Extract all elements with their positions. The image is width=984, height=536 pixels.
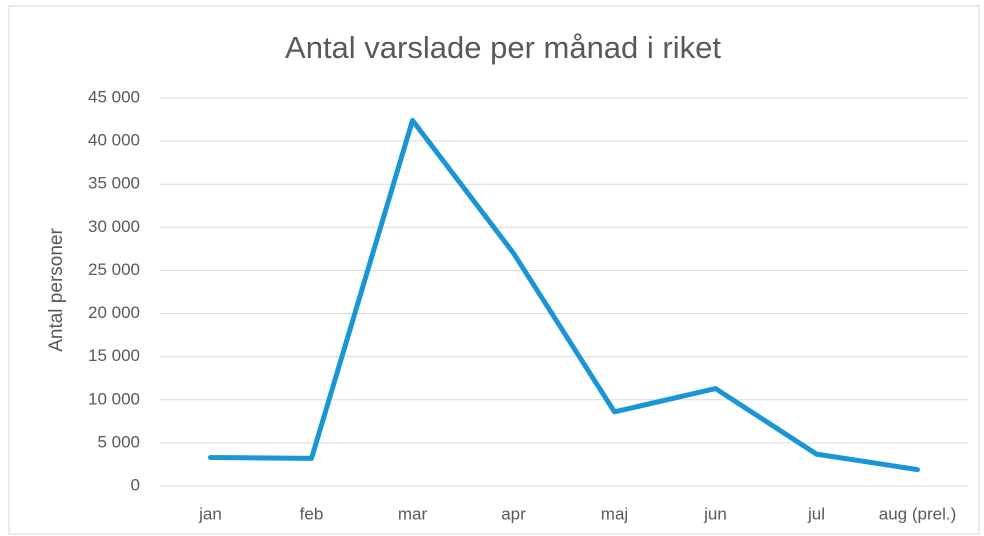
y-tick-label: 5 000 <box>97 432 140 451</box>
x-tick-label: maj <box>601 504 628 523</box>
x-tick-label: mar <box>398 504 428 523</box>
x-tick-label: apr <box>501 504 526 523</box>
y-tick-label: 30 000 <box>88 217 140 236</box>
x-tick-label: jul <box>807 504 825 523</box>
line-series <box>208 117 920 473</box>
y-tick-label: 40 000 <box>88 131 140 150</box>
chart-title: Antal varslade per månad i riket <box>285 30 721 65</box>
x-tick-label: feb <box>300 504 324 523</box>
y-tick-label: 45 000 <box>88 87 140 106</box>
y-tick-label: 35 000 <box>88 174 140 193</box>
y-axis-label: Antal personer <box>46 228 67 352</box>
y-tick-label: 10 000 <box>88 389 140 408</box>
x-tick-label: aug (prel.) <box>879 504 956 523</box>
y-tick-label: 0 <box>131 475 140 494</box>
y-tick-label: 25 000 <box>88 260 140 279</box>
x-tick-label: jun <box>703 504 727 523</box>
y-tick-label: 15 000 <box>88 346 140 365</box>
y-tick-label: 20 000 <box>88 303 140 322</box>
x-tick-label: jan <box>198 504 222 523</box>
